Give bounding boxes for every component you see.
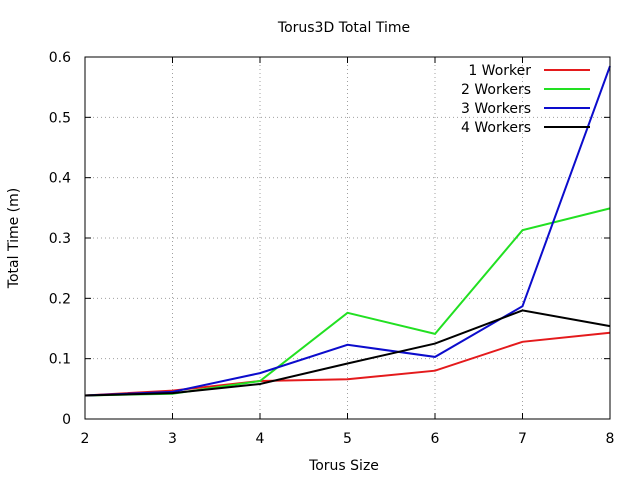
legend-label: 1 Worker [468, 63, 531, 79]
legend-label: 4 Workers [461, 120, 531, 136]
y-tick-label: 0.2 [49, 291, 71, 307]
x-tick-label: 5 [343, 431, 352, 447]
x-axis-ticks: 2 3 4 5 6 7 8 [81, 57, 615, 447]
y-axis-label: Total Time (m) [6, 188, 22, 289]
x-tick-label: 4 [256, 431, 265, 447]
x-tick-label: 8 [606, 431, 615, 447]
y-tick-label: 0 [62, 412, 71, 428]
x-axis-label: Torus Size [308, 458, 379, 474]
series-line-3 [84, 65, 611, 397]
chart-title: Torus3D Total Time [277, 20, 410, 36]
x-tick-label: 7 [518, 431, 527, 447]
y-tick-label: 0.3 [49, 231, 71, 247]
series-line-1 [84, 331, 611, 397]
y-tick-label: 0.1 [49, 352, 71, 368]
plot-frame [84, 56, 611, 420]
series-lines [84, 65, 611, 397]
legend-label: 3 Workers [461, 101, 531, 117]
y-tick-label: 0.4 [49, 171, 71, 187]
y-tick-label: 0.6 [49, 50, 71, 66]
x-tick-label: 2 [81, 431, 90, 447]
y-tick-label: 0.5 [49, 110, 71, 126]
series-line-4 [84, 309, 611, 397]
grid-lines [85, 57, 610, 419]
y-axis-ticks: 0 0.1 0.2 0.3 0.4 0.5 0.6 [49, 50, 610, 428]
legend: 1 Worker 2 Workers 3 Workers 4 Workers [461, 63, 590, 136]
legend-label: 2 Workers [461, 82, 531, 98]
x-tick-label: 6 [431, 431, 440, 447]
x-tick-label: 3 [168, 431, 177, 447]
